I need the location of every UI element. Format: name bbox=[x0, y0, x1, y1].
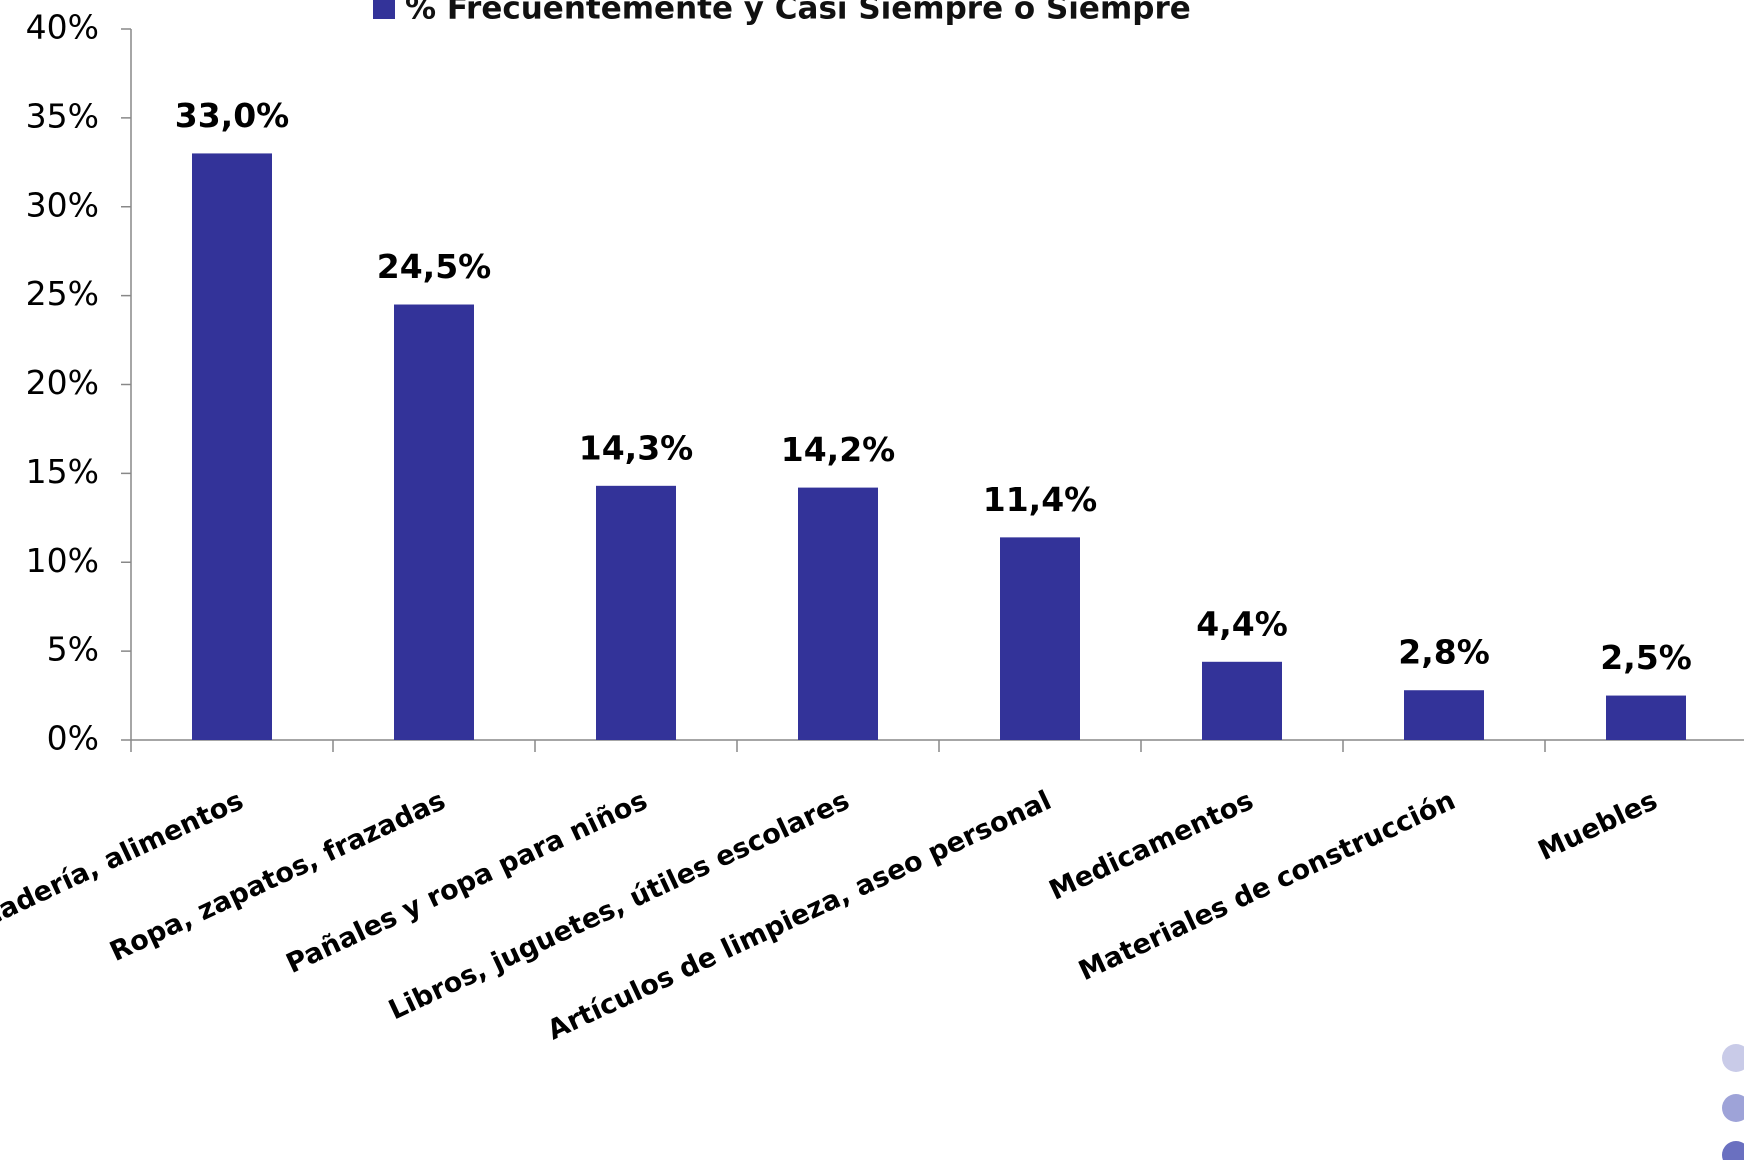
y-tick-label: 35% bbox=[26, 96, 99, 135]
y-tick-label: 20% bbox=[26, 363, 99, 402]
y-tick-label: 15% bbox=[26, 452, 99, 491]
decoration bbox=[1722, 1094, 1744, 1122]
bar bbox=[1606, 695, 1686, 740]
x-tick-label: Ropa, zapatos, frazadas bbox=[105, 785, 450, 968]
bar bbox=[596, 485, 676, 740]
data-label: 4,4% bbox=[1196, 604, 1288, 643]
bar bbox=[1000, 537, 1080, 740]
decoration bbox=[1722, 1044, 1744, 1072]
bar bbox=[1404, 690, 1484, 740]
legend-swatch bbox=[373, 0, 395, 19]
bar bbox=[394, 304, 474, 740]
x-tick-label: Muebles bbox=[1534, 785, 1663, 867]
y-tick-label: 10% bbox=[26, 541, 99, 580]
x-tick-label: Materiales de construcción bbox=[1074, 785, 1460, 987]
y-tick-label: 0% bbox=[47, 719, 99, 758]
data-label: 11,4% bbox=[983, 480, 1098, 519]
data-label: 14,2% bbox=[781, 430, 896, 469]
y-tick-label: 30% bbox=[26, 185, 99, 224]
x-tick-label: Pañales y ropa para niños bbox=[282, 785, 653, 980]
data-label: 33,0% bbox=[175, 96, 290, 135]
bar bbox=[192, 153, 272, 741]
y-tick-label: 5% bbox=[47, 630, 99, 669]
bar bbox=[798, 487, 878, 740]
y-tick-label: 25% bbox=[26, 274, 99, 313]
bar bbox=[1202, 661, 1282, 740]
data-label: 14,3% bbox=[579, 428, 694, 467]
decoration bbox=[1722, 1141, 1744, 1160]
data-label: 24,5% bbox=[377, 247, 492, 286]
legend-label: % Frecuentemente y Casi Siempre o Siempr… bbox=[405, 0, 1191, 27]
y-tick-label: 40% bbox=[26, 8, 99, 47]
data-label: 2,8% bbox=[1398, 633, 1490, 672]
data-label: 2,5% bbox=[1600, 638, 1692, 677]
